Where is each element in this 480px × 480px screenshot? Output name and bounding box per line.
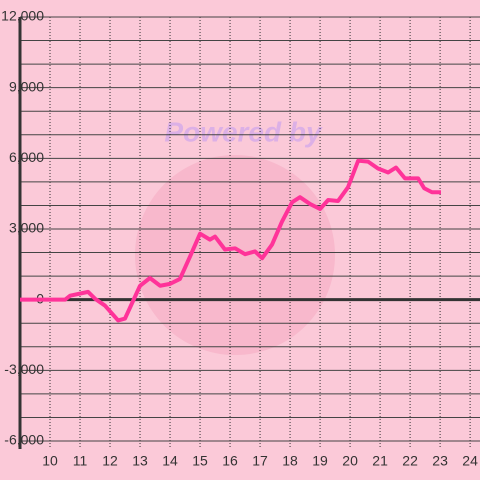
x-tick-label: 21 bbox=[372, 453, 388, 469]
x-tick-label: 16 bbox=[222, 453, 238, 469]
x-tick-label: 23 bbox=[432, 453, 448, 469]
x-tick-label: 10 bbox=[42, 453, 58, 469]
x-tick-label: 18 bbox=[282, 453, 298, 469]
x-tick-label: 20 bbox=[342, 453, 358, 469]
x-tick-label: 14 bbox=[162, 453, 178, 469]
y-tick-label: 12,000 bbox=[1, 8, 44, 24]
data-line bbox=[20, 158, 441, 323]
watermark-image bbox=[135, 155, 335, 355]
x-tick-label: 17 bbox=[252, 453, 268, 469]
y-tick-label: 6,000 bbox=[9, 149, 44, 165]
y-tick-label: -3,000 bbox=[4, 361, 44, 377]
watermark: Powered by bbox=[164, 116, 323, 147]
y-tick-label: -6,000 bbox=[4, 432, 44, 448]
x-tick-label: 24 bbox=[462, 453, 478, 469]
x-tick-label: 19 bbox=[312, 453, 328, 469]
x-tick-label: 11 bbox=[73, 453, 88, 469]
y-tick-label: 3,000 bbox=[9, 220, 44, 236]
x-tick-label: 22 bbox=[402, 453, 418, 469]
x-tick-label: 12 bbox=[102, 453, 118, 469]
x-tick-label: 15 bbox=[192, 453, 208, 469]
x-tick-label: 13 bbox=[132, 453, 148, 469]
y-tick-label: 9,000 bbox=[9, 78, 44, 94]
